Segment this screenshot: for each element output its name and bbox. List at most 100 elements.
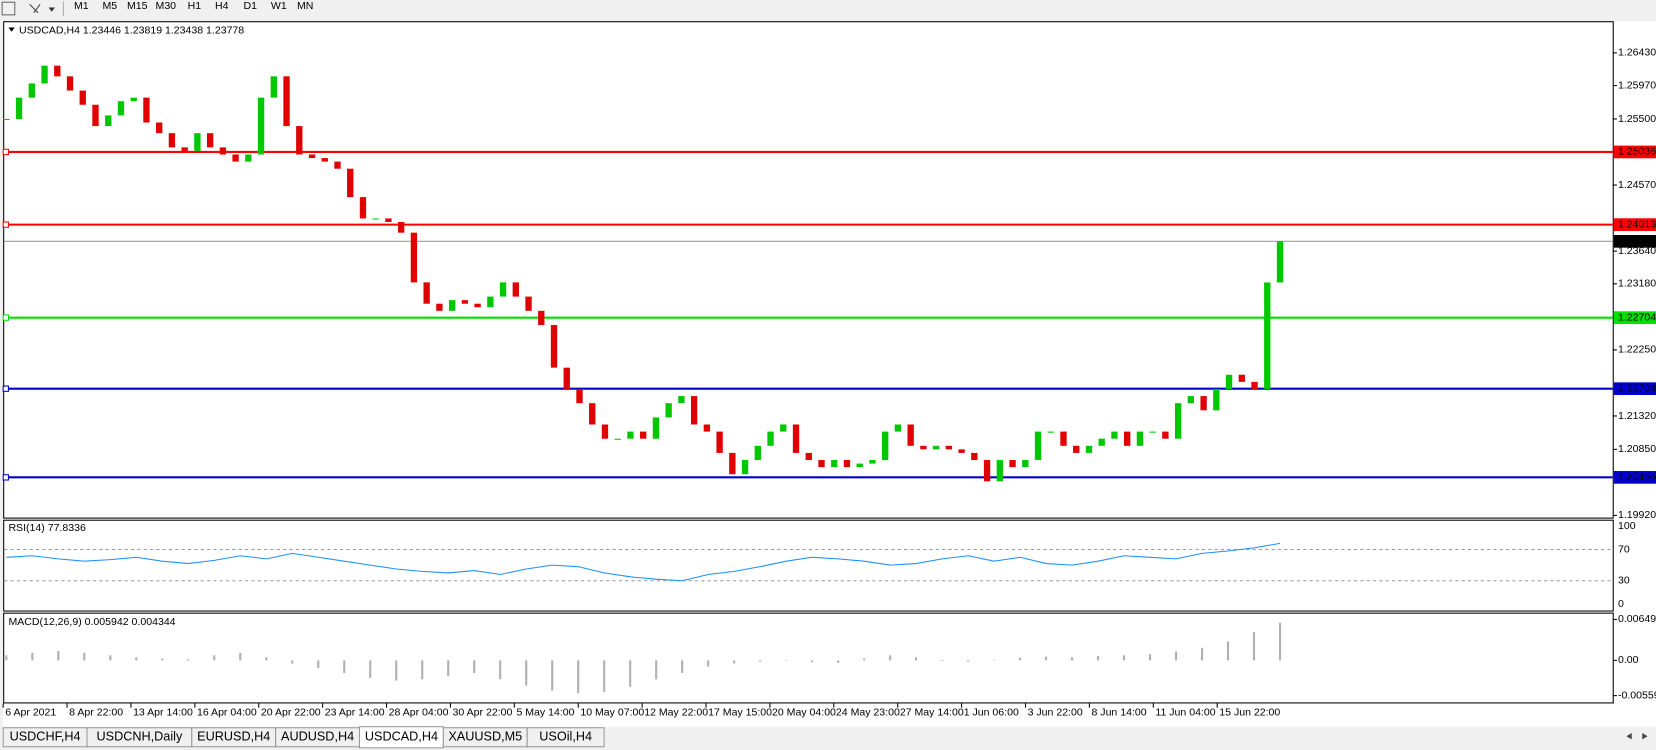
candle (780, 424, 787, 432)
price-tick-label: 1.22250 (1618, 344, 1656, 356)
tab-label[interactable]: USDCAD,H4 (365, 730, 438, 744)
timeframe-button[interactable]: M15 (127, 0, 148, 12)
candle (117, 101, 125, 116)
candle (589, 403, 596, 425)
chart-header: USDCAD,H4 1.23446 1.23819 1.23438 1.2377… (19, 25, 244, 37)
time-label: 27 May 14:00 (900, 707, 964, 719)
panel-borders (3, 21, 1614, 704)
candle (640, 431, 647, 439)
tab-label[interactable]: AUDUSD,H4 (281, 730, 354, 744)
tab-label[interactable]: XAUUSD,M5 (448, 730, 522, 744)
macd-bar (187, 659, 190, 661)
candle (372, 218, 379, 220)
macd-bar (603, 660, 606, 692)
candle (385, 218, 392, 222)
macd-bar (707, 660, 710, 667)
timeframe-button[interactable]: M5 (103, 0, 118, 12)
time-label: 20 Apr 22:00 (261, 707, 321, 719)
macd-bar (837, 660, 840, 663)
candle (1034, 431, 1042, 461)
candle (92, 104, 99, 127)
timeframe-button[interactable]: D1 (244, 0, 258, 12)
candle (474, 303, 481, 308)
candle (66, 76, 74, 91)
macd-bar (863, 658, 866, 661)
macd-tick-label: 0.006491 (1618, 613, 1656, 625)
tab-label[interactable]: EURUSD,H4 (197, 730, 270, 744)
macd-bar (135, 657, 138, 661)
macd-bar (681, 660, 684, 673)
level-label: 1.21704 (1618, 382, 1656, 394)
level-handle[interactable] (2, 314, 9, 321)
candle (130, 97, 137, 102)
rsi-panel (3, 519, 1614, 612)
candle (270, 76, 277, 98)
macd-bar (1148, 654, 1152, 661)
time-label: 23 Apr 14:00 (325, 707, 385, 719)
tab-label[interactable]: USDCNH,Daily (97, 730, 183, 744)
candle (1124, 431, 1131, 446)
candle (1225, 374, 1233, 389)
level-handle[interactable] (2, 385, 9, 392)
timeframe-button[interactable]: W1 (271, 0, 287, 12)
time-label: 28 Apr 04:00 (389, 707, 449, 719)
macd-bar (317, 660, 320, 668)
candle (741, 460, 749, 475)
timeframe-button[interactable]: MN (297, 0, 313, 12)
rsi-label: RSI(14) 77.8336 (8, 522, 86, 534)
level-handle[interactable] (2, 474, 9, 481)
time-label: 17 May 15:00 (708, 707, 772, 719)
rsi-tick-label: 70 (1618, 543, 1630, 555)
macd-bar (993, 659, 996, 661)
price-tick-label: 1.24570 (1618, 179, 1656, 191)
macd-bar (889, 655, 892, 661)
level-label: 1.25036 (1618, 146, 1656, 158)
tab-label[interactable]: USOil,H4 (539, 730, 592, 744)
macd-bar (1019, 657, 1022, 661)
time-label: 16 Apr 04:00 (197, 707, 257, 719)
price-tick-label: 1.21320 (1618, 410, 1656, 422)
candle (232, 154, 239, 162)
candle (1047, 431, 1054, 433)
candle (869, 460, 876, 464)
timeframe-button[interactable]: M30 (156, 0, 177, 12)
timeframe-button[interactable]: M1 (74, 0, 89, 12)
macd-bar (421, 660, 424, 680)
dropdown-icon[interactable] (48, 7, 55, 12)
candle (257, 97, 265, 155)
tool-icon[interactable] (1, 1, 16, 16)
level-handle[interactable] (2, 221, 9, 228)
candle (729, 452, 736, 475)
candle (1149, 431, 1156, 433)
candle (1213, 388, 1220, 411)
macd-bar (1045, 656, 1048, 661)
candle (1098, 438, 1105, 446)
candle (79, 90, 86, 105)
time-label: 20 May 04:00 (772, 707, 836, 719)
candle (1009, 460, 1016, 468)
macd-bar (57, 650, 60, 661)
candle (652, 417, 660, 439)
tab[interactable] (526, 727, 605, 748)
tool-icon[interactable] (29, 3, 41, 14)
candle (1251, 381, 1258, 389)
candle (1187, 396, 1195, 404)
tab-label[interactable]: USDCHF,H4 (10, 730, 81, 744)
time-label: 13 Apr 14:00 (133, 707, 193, 719)
macd-bar (213, 655, 216, 661)
candle (576, 388, 583, 404)
candle (767, 431, 774, 446)
level-label-box (1613, 218, 1656, 231)
candle (3, 118, 10, 121)
macd-bar (967, 660, 970, 662)
candle (334, 161, 341, 169)
time-label: 8 Jun 14:00 (1092, 707, 1147, 719)
macd-bar (1200, 647, 1204, 661)
candle (283, 76, 290, 127)
timeframe-button[interactable]: H4 (215, 0, 229, 12)
level-handle[interactable] (2, 148, 9, 156)
macd-bar (265, 657, 268, 661)
timeframe-button[interactable]: H1 (188, 0, 202, 12)
rsi-line (6, 542, 1281, 582)
tab-scroll[interactable] (1626, 733, 1648, 740)
